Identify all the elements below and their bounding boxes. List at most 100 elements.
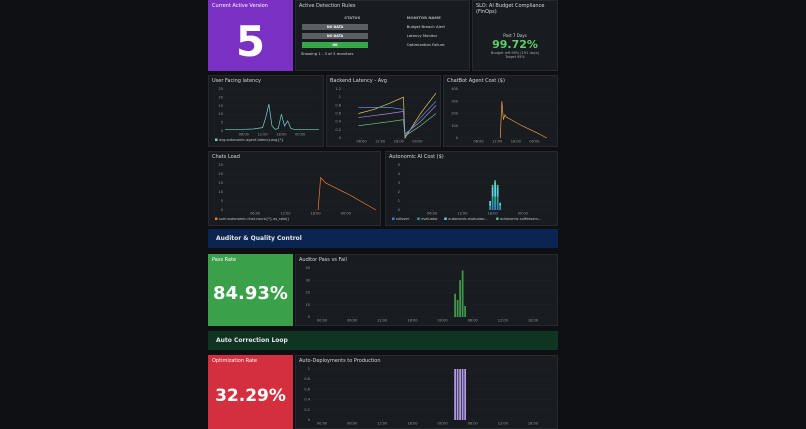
y-tick-label: 1.2 [335,87,341,91]
y-tick-label: 2 [398,190,400,194]
y-tick-label: 0.4 [335,120,341,124]
legend-label: sum:autonomic.chat.count{*}.as_rate() [219,217,289,221]
line-series [225,104,319,130]
bar [494,183,496,197]
y-tick-label: 25 [219,163,223,167]
bar [494,196,496,206]
y-tick-label: 0 [221,129,223,133]
x-tick-label: 06:00 [357,140,367,144]
line-series [358,113,437,137]
legend-swatch [444,217,447,220]
monitor-name[interactable]: Optimization Failure [406,42,445,47]
legend-swatch [496,217,499,220]
bar [494,180,496,183]
bar [489,205,491,210]
bar [491,205,494,210]
x-tick-label: 12:00 [498,422,508,426]
x-tick-label: 06:00 [468,319,478,323]
panel-title: SLO: AI Budget Compliance (FinOps) [476,3,545,15]
y-tick-label: 0.8 [335,103,341,107]
status-badge: OK [302,41,368,48]
section-banner[interactable]: Auditor & Quality Control [208,229,558,248]
x-tick-label: 18:00 [488,212,498,216]
x-tick-label: 12:00 [498,319,508,323]
pass-rate-panel: Pass Rate 84.93% [208,254,293,326]
panel-title: Auditor Pass vs Fail [299,257,347,263]
column-header: STATUS [344,15,361,20]
y-tick-label: 0.8 [304,377,310,381]
bar [461,369,464,420]
x-tick-label: 18:00 [394,140,404,144]
legend-label: rollover [396,217,410,221]
y-tick-label: 0.6 [335,112,341,116]
legend-label: evaluator [421,217,438,221]
bar [491,196,494,206]
chart-panel: User Facing latency 0 5 10 15 20 25 06:00 12:00 1… [208,75,324,147]
y-tick-label: 40 [306,266,310,270]
y-tick-label: 300 [451,99,458,103]
x-tick-label: 18:00 [407,422,417,426]
panel-title: Optimization Rate [212,358,258,364]
bar [454,369,456,420]
y-tick-label: 10 [306,303,310,307]
y-tick-label: 15 [219,104,223,108]
x-tick-label: 00:00 [437,319,447,323]
slo-panel: SLO: AI Budget Compliance (FinOps) Past … [472,0,558,71]
chart: 0 10 20 30 40 00:00 06:00 12:00 18:00 00:00 06:00 1… [306,266,553,323]
x-tick-label: 00:00 [412,140,422,144]
slo-budget: Budget left 99% (191 days) [490,51,540,55]
x-tick-label: 12:00 [457,212,467,216]
x-tick-label: 06:00 [239,133,249,137]
x-tick-label: 12:00 [258,133,268,137]
legend-label: autonomic.coffeeserv... [500,217,541,221]
y-tick-label: 15 [219,181,223,185]
chart-panel: Chats Load 0 5 10 15 20 25 06:00 12:00 18:00 00:00… [208,151,381,226]
panel-title: Backend Latency - Avg [330,78,387,84]
bar [499,205,502,210]
x-tick-label: 12:00 [375,140,385,144]
chart-panel: ChatBot Agent Cost ($) 0 100 200 300 400 06:00… [443,75,558,147]
x-tick-label: 00:00 [317,319,327,323]
chart-panel: Autonomic AI Cost ($) 0 1 2 3 4 5 06:00 12:00 18:… [385,151,558,226]
rules-table: STATUS MONITOR NAME NO DATA Budget Breach … [300,13,468,49]
panel-title: Current Active Version [212,3,268,9]
column-header: MONITOR NAME [406,15,441,20]
panel-title: Auto-Deployments to Production [299,358,381,364]
big-value: 5 [235,17,266,66]
y-tick-label: 20 [219,172,223,176]
y-tick-label: 0.4 [304,398,310,402]
y-tick-label: 0 [308,418,310,422]
table-footer: Showing 1 - 3 of 3 monitors [301,51,354,56]
y-tick-label: 100 [451,124,458,128]
x-tick-label: 18:00 [276,133,286,137]
bar [491,184,494,188]
bar [494,205,496,210]
x-tick-label: 12:00 [280,212,290,216]
bar [489,201,491,206]
x-tick-label: 06:00 [474,140,484,144]
x-tick-label: 00:00 [341,212,351,216]
y-tick-label: 1 [398,199,400,203]
section-banner[interactable]: Auto Correction Loop [208,331,558,350]
bar [496,184,499,188]
monitor-name[interactable]: Latency Monitor [406,33,438,38]
x-tick-label: 18:00 [407,319,417,323]
y-tick-label: 400 [451,87,458,91]
chart: 0 5 10 15 20 25 06:00 12:00 18:00 00:00 sum:autono… [215,163,377,221]
bar [454,293,456,317]
slo-value: 99.72% [492,38,538,51]
x-tick-label: 00:00 [518,212,528,216]
y-tick-label: 200 [451,112,458,116]
y-tick-label: 4 [398,172,401,176]
monitor-name[interactable]: Budget Breach Alert [406,24,446,29]
big-value: 32.29% [215,386,286,406]
x-tick-label: 18:00 [511,140,521,144]
y-tick-label: 20 [306,291,310,295]
line-series [358,101,437,137]
bar [461,270,464,317]
status-badge: NO DATA [302,23,368,30]
panel-title: Chats Load [212,154,240,160]
bar [464,305,467,317]
legend-swatch [392,217,395,220]
